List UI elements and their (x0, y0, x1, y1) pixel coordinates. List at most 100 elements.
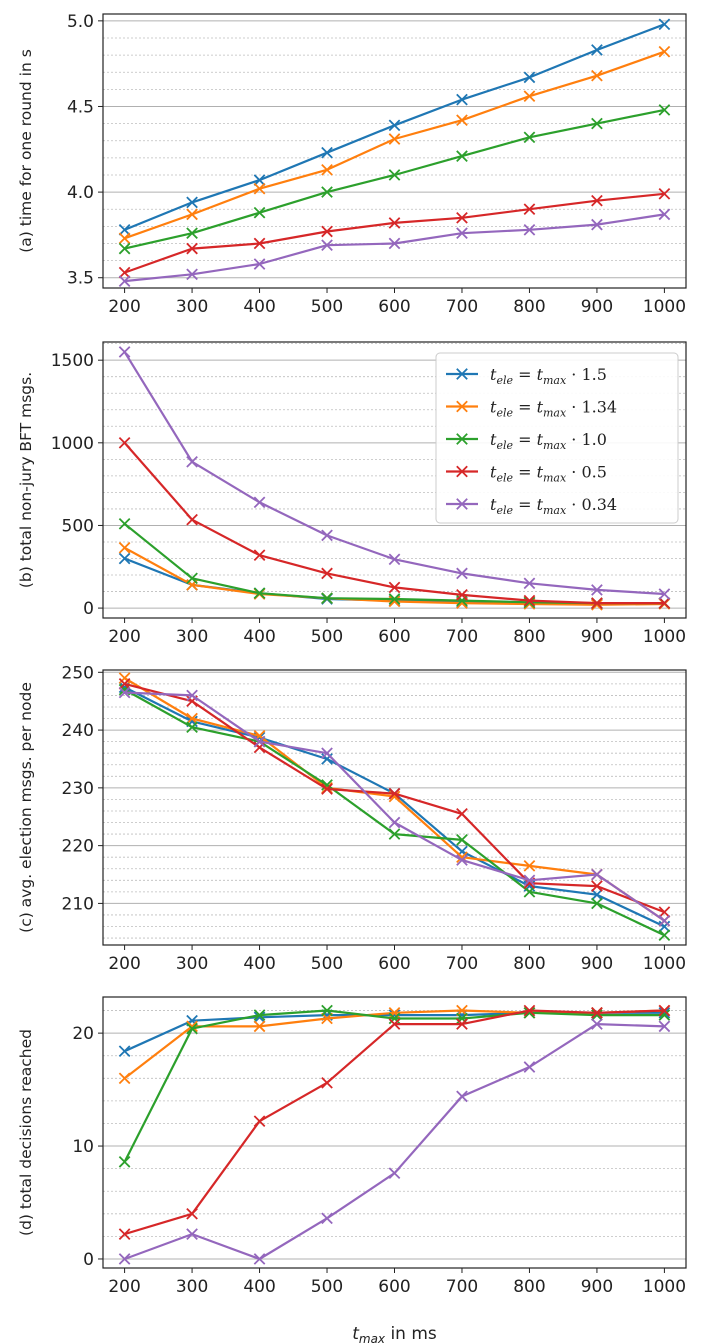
series-line (124, 688, 665, 937)
data-point-marker (118, 1045, 131, 1058)
y-tick-label: 20 (72, 1024, 94, 1044)
legend-swatch-marker (456, 498, 468, 510)
data-point-marker (118, 1228, 131, 1240)
data-point-marker (321, 225, 333, 238)
data-point-marker (456, 854, 468, 866)
series-line (124, 1022, 665, 1261)
legend-entry-label: tele = tmax · 1.0 (490, 430, 607, 452)
legend-box (435, 352, 679, 524)
x-tick-label: 800 (513, 1277, 545, 1297)
data-point-marker (118, 1072, 131, 1085)
chart-panel-d: 0 10 20 200 300 400 500 600 700 800 900 1000 (d) tot… (17, 996, 687, 1344)
x-tick-label: 900 (581, 297, 613, 317)
axes-frame (102, 996, 687, 1269)
x-tick-label: 1000 (643, 954, 686, 974)
data-point-marker (456, 1012, 468, 1025)
series-line (124, 1009, 665, 1236)
data-point-marker (186, 712, 198, 725)
data-point-marker (321, 1076, 333, 1089)
data-point-marker (523, 203, 536, 216)
data-point-marker (321, 186, 333, 198)
chart-panel-b: 0 500 1000 1500 200 300 400 500 600 700 800 900 1000… (17, 341, 687, 647)
data-point-marker (658, 914, 671, 927)
x-tick-label: 200 (108, 1277, 140, 1297)
data-point-marker (456, 808, 468, 820)
data-point-marker (591, 597, 603, 609)
legend-swatch-marker (456, 465, 468, 478)
data-point-marker (321, 1212, 333, 1225)
data-point-marker (321, 529, 333, 542)
data-point-marker (456, 1090, 468, 1103)
data-point-marker (253, 1115, 266, 1128)
x-tick-label: 700 (446, 1277, 478, 1297)
legend-swatch-marker (456, 368, 468, 380)
x-tick-label: 500 (311, 627, 343, 647)
x-tick-label: 700 (446, 954, 478, 974)
data-point-marker (186, 1207, 198, 1220)
data-point-marker (253, 1020, 266, 1033)
data-point-marker (388, 787, 401, 800)
series-1_5 (118, 681, 671, 933)
data-point-marker (591, 69, 603, 82)
series-line (124, 108, 665, 250)
x-tick-label: 500 (311, 1277, 343, 1297)
y-tick-label: 4.5 (67, 97, 94, 117)
data-point-marker (253, 741, 266, 754)
data-point-marker (253, 182, 266, 195)
data-point-marker (591, 598, 603, 611)
data-point-marker (388, 828, 401, 840)
data-point-marker (388, 169, 401, 181)
x-tick-label: 200 (108, 627, 140, 647)
data-point-marker (253, 174, 266, 186)
y-tick-label: 220 (62, 837, 94, 857)
series-0_5 (118, 436, 671, 609)
data-point-marker (186, 1020, 198, 1033)
data-point-marker (118, 678, 131, 690)
x-tick-label: 1000 (643, 1277, 686, 1297)
data-point-marker (253, 1253, 266, 1265)
data-point-marker (523, 594, 536, 607)
y-tick-label: 500 (62, 516, 94, 536)
data-point-marker (456, 114, 468, 127)
data-point-marker (118, 346, 131, 358)
axes-frame (102, 341, 687, 619)
data-point-marker (321, 747, 333, 760)
series-0_5 (118, 187, 671, 279)
y-tick-label: 10 (72, 1137, 94, 1157)
y-tick-label: 210 (62, 894, 94, 914)
data-point-marker (388, 237, 401, 250)
series-0_34 (118, 208, 671, 287)
data-point-marker (186, 208, 198, 221)
data-point-marker (388, 1018, 401, 1030)
x-tick-label: 400 (243, 1277, 275, 1297)
y-tick-label: 1000 (51, 434, 94, 454)
data-point-marker (456, 227, 468, 240)
data-point-marker (456, 93, 468, 106)
data-point-marker (658, 45, 671, 58)
legend-swatch-marker (456, 400, 468, 413)
series-line (124, 686, 665, 928)
axes-frame (102, 669, 687, 946)
x-tick-label: 800 (513, 954, 545, 974)
data-point-marker (523, 1004, 536, 1017)
legend: tele = tmax · 1.5 tele = tmax · 1.34 tele … (435, 352, 679, 524)
data-point-marker (388, 553, 401, 566)
data-point-marker (456, 1018, 468, 1030)
data-point-marker (253, 587, 266, 600)
data-point-marker (186, 268, 198, 281)
data-point-marker (388, 1006, 401, 1019)
data-point-marker (321, 592, 333, 605)
x-axis-label: tmax in ms (352, 1324, 437, 1344)
data-point-marker (658, 597, 671, 609)
data-point-marker (253, 496, 266, 509)
data-point-marker (186, 721, 198, 734)
data-point-marker (591, 117, 603, 130)
x-tick-label: 900 (581, 1277, 613, 1297)
x-tick-label: 600 (378, 627, 410, 647)
data-point-marker (118, 275, 131, 287)
data-point-marker (523, 1006, 536, 1019)
data-point-marker (456, 834, 468, 846)
series-line (124, 50, 665, 240)
data-point-marker (591, 880, 603, 892)
data-point-marker (658, 208, 671, 221)
